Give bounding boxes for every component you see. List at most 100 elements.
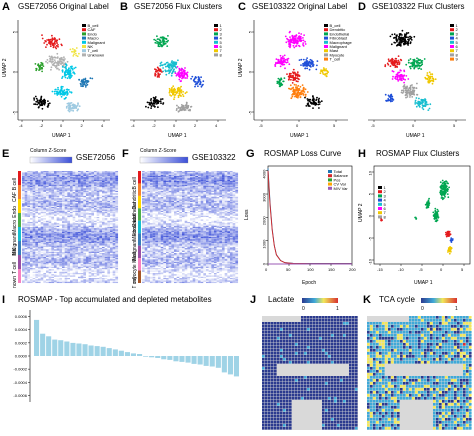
heatmap-e-cell (80, 203, 84, 205)
heatmap-e-cell (43, 248, 47, 250)
heatmap-e-cell (22, 174, 25, 177)
umap-c-point (277, 58, 280, 61)
umap-b-point (165, 73, 168, 76)
heatmap-e-cell (83, 172, 87, 174)
heatmap-e-cell (43, 225, 47, 228)
heatmap-e-cell (99, 253, 103, 255)
heatmap-e-cell (32, 223, 36, 225)
heatmap-e-cell (62, 174, 65, 177)
heatmap-e-cell (102, 259, 105, 261)
umap-d-point (416, 60, 418, 62)
heatmap-e-cell (110, 172, 113, 174)
heatmap-e-cell (51, 248, 55, 250)
heatmap-e-cell (70, 177, 73, 179)
heatmap-e-cell (24, 228, 28, 230)
legend-c-label: Myocyte (330, 52, 346, 57)
heatmap-e-cell (96, 172, 100, 174)
heatmap-e-cell (43, 214, 47, 216)
umap-d-point (396, 76, 399, 79)
heatmap-e-cell (40, 249, 44, 251)
heatmap-e-cell (51, 261, 55, 264)
heatmap-e-cell (96, 187, 100, 189)
heatmap-e-cell (48, 183, 52, 185)
umap-b-point (155, 68, 157, 71)
heatmap-e-cell (43, 264, 47, 266)
legend-b-label: 1 (220, 23, 223, 28)
panel-d-xtick: 5 (453, 123, 456, 128)
heatmap-e-cell (32, 253, 36, 255)
umap-a-point (75, 54, 78, 57)
heatmap-e-cell (80, 235, 84, 237)
heatmap-e-cell (51, 259, 55, 261)
heatmap-e-cell (35, 185, 39, 188)
umap-b-point (184, 67, 186, 69)
umap-c-point (300, 64, 302, 66)
umap-a-point (56, 52, 59, 55)
umap-d-point (404, 94, 407, 97)
heatmap-e-cell (56, 261, 60, 264)
umap-c-point (312, 64, 314, 67)
umap-b-point (182, 90, 184, 93)
panel-c-ytick: 5 (248, 30, 253, 33)
heatmap-e-cell (86, 228, 89, 230)
heatmap-e-cell (46, 213, 49, 215)
heatmap-e-cell (102, 202, 105, 204)
heatmap-e-cell (32, 239, 36, 241)
heatmap-e-cell (32, 235, 36, 237)
umap-b-point (172, 69, 175, 72)
heatmap-e-cell (104, 195, 108, 198)
heatmap-e-cell (94, 198, 97, 200)
heatmap-e-cell (112, 188, 116, 190)
heatmap-e-cell (96, 253, 100, 255)
umap-a-point (68, 89, 70, 91)
heatmap-e-cell (96, 234, 100, 236)
heatmap-e-cell (78, 260, 81, 262)
heatmap-e-cell (83, 190, 87, 193)
heatmap-e-cell (94, 241, 97, 244)
heatmap-e-cell (22, 241, 25, 244)
heatmap-e-cell (27, 193, 31, 195)
umap-b-point (169, 67, 171, 69)
heatmap-e-cell (115, 245, 119, 247)
heatmap-e-cell (43, 269, 47, 271)
heatmap-e-cell (80, 269, 84, 271)
heatmap-e-cell (54, 198, 57, 200)
heatmap-e-cell (27, 202, 31, 204)
heatmap-e-cell (30, 219, 33, 221)
umap-c-point (283, 54, 286, 57)
heatmap-e-cell (56, 195, 60, 198)
umap-d-point (401, 40, 403, 43)
umap-d-point (398, 78, 401, 81)
heatmap-e-cell (102, 251, 105, 254)
heatmap-e-cell (104, 240, 108, 242)
heatmap-e-cell (46, 225, 49, 228)
heatmap-e-cell (83, 184, 87, 186)
heatmap-e-cell (78, 189, 81, 191)
umap-d-point (388, 99, 391, 102)
panel-a-letter: A (2, 1, 10, 13)
heatmap-e-cell (30, 204, 33, 206)
umap-b-point (179, 80, 182, 83)
umap-a-point (53, 56, 55, 59)
heatmap-e-cell (88, 250, 92, 252)
heatmap-e-cell (67, 179, 71, 181)
heatmap-e-cell (104, 175, 108, 178)
heatmap-e-cell (43, 205, 47, 208)
heatmap-e-cell (64, 187, 68, 189)
heatmap-e-cell (24, 184, 28, 186)
umap-c-point (290, 41, 293, 43)
heatmap-e-cell (30, 202, 33, 204)
umap-d-point (400, 77, 403, 80)
heatmap-e-cell (96, 197, 100, 199)
umap-d-point (399, 43, 401, 46)
heatmap-e-cell (112, 250, 116, 252)
heatmap-e-cell (86, 194, 89, 196)
heatmap-e-cell (102, 215, 105, 218)
heatmap-e-cell (24, 217, 28, 219)
heatmap-e-cell (27, 250, 31, 252)
heatmap-e-cell (67, 256, 71, 259)
heatmap-e-cell (83, 243, 87, 245)
heatmap-e-cell (43, 234, 47, 236)
heatmap-e-cell (115, 209, 119, 211)
heatmap-e-cell (102, 227, 105, 229)
